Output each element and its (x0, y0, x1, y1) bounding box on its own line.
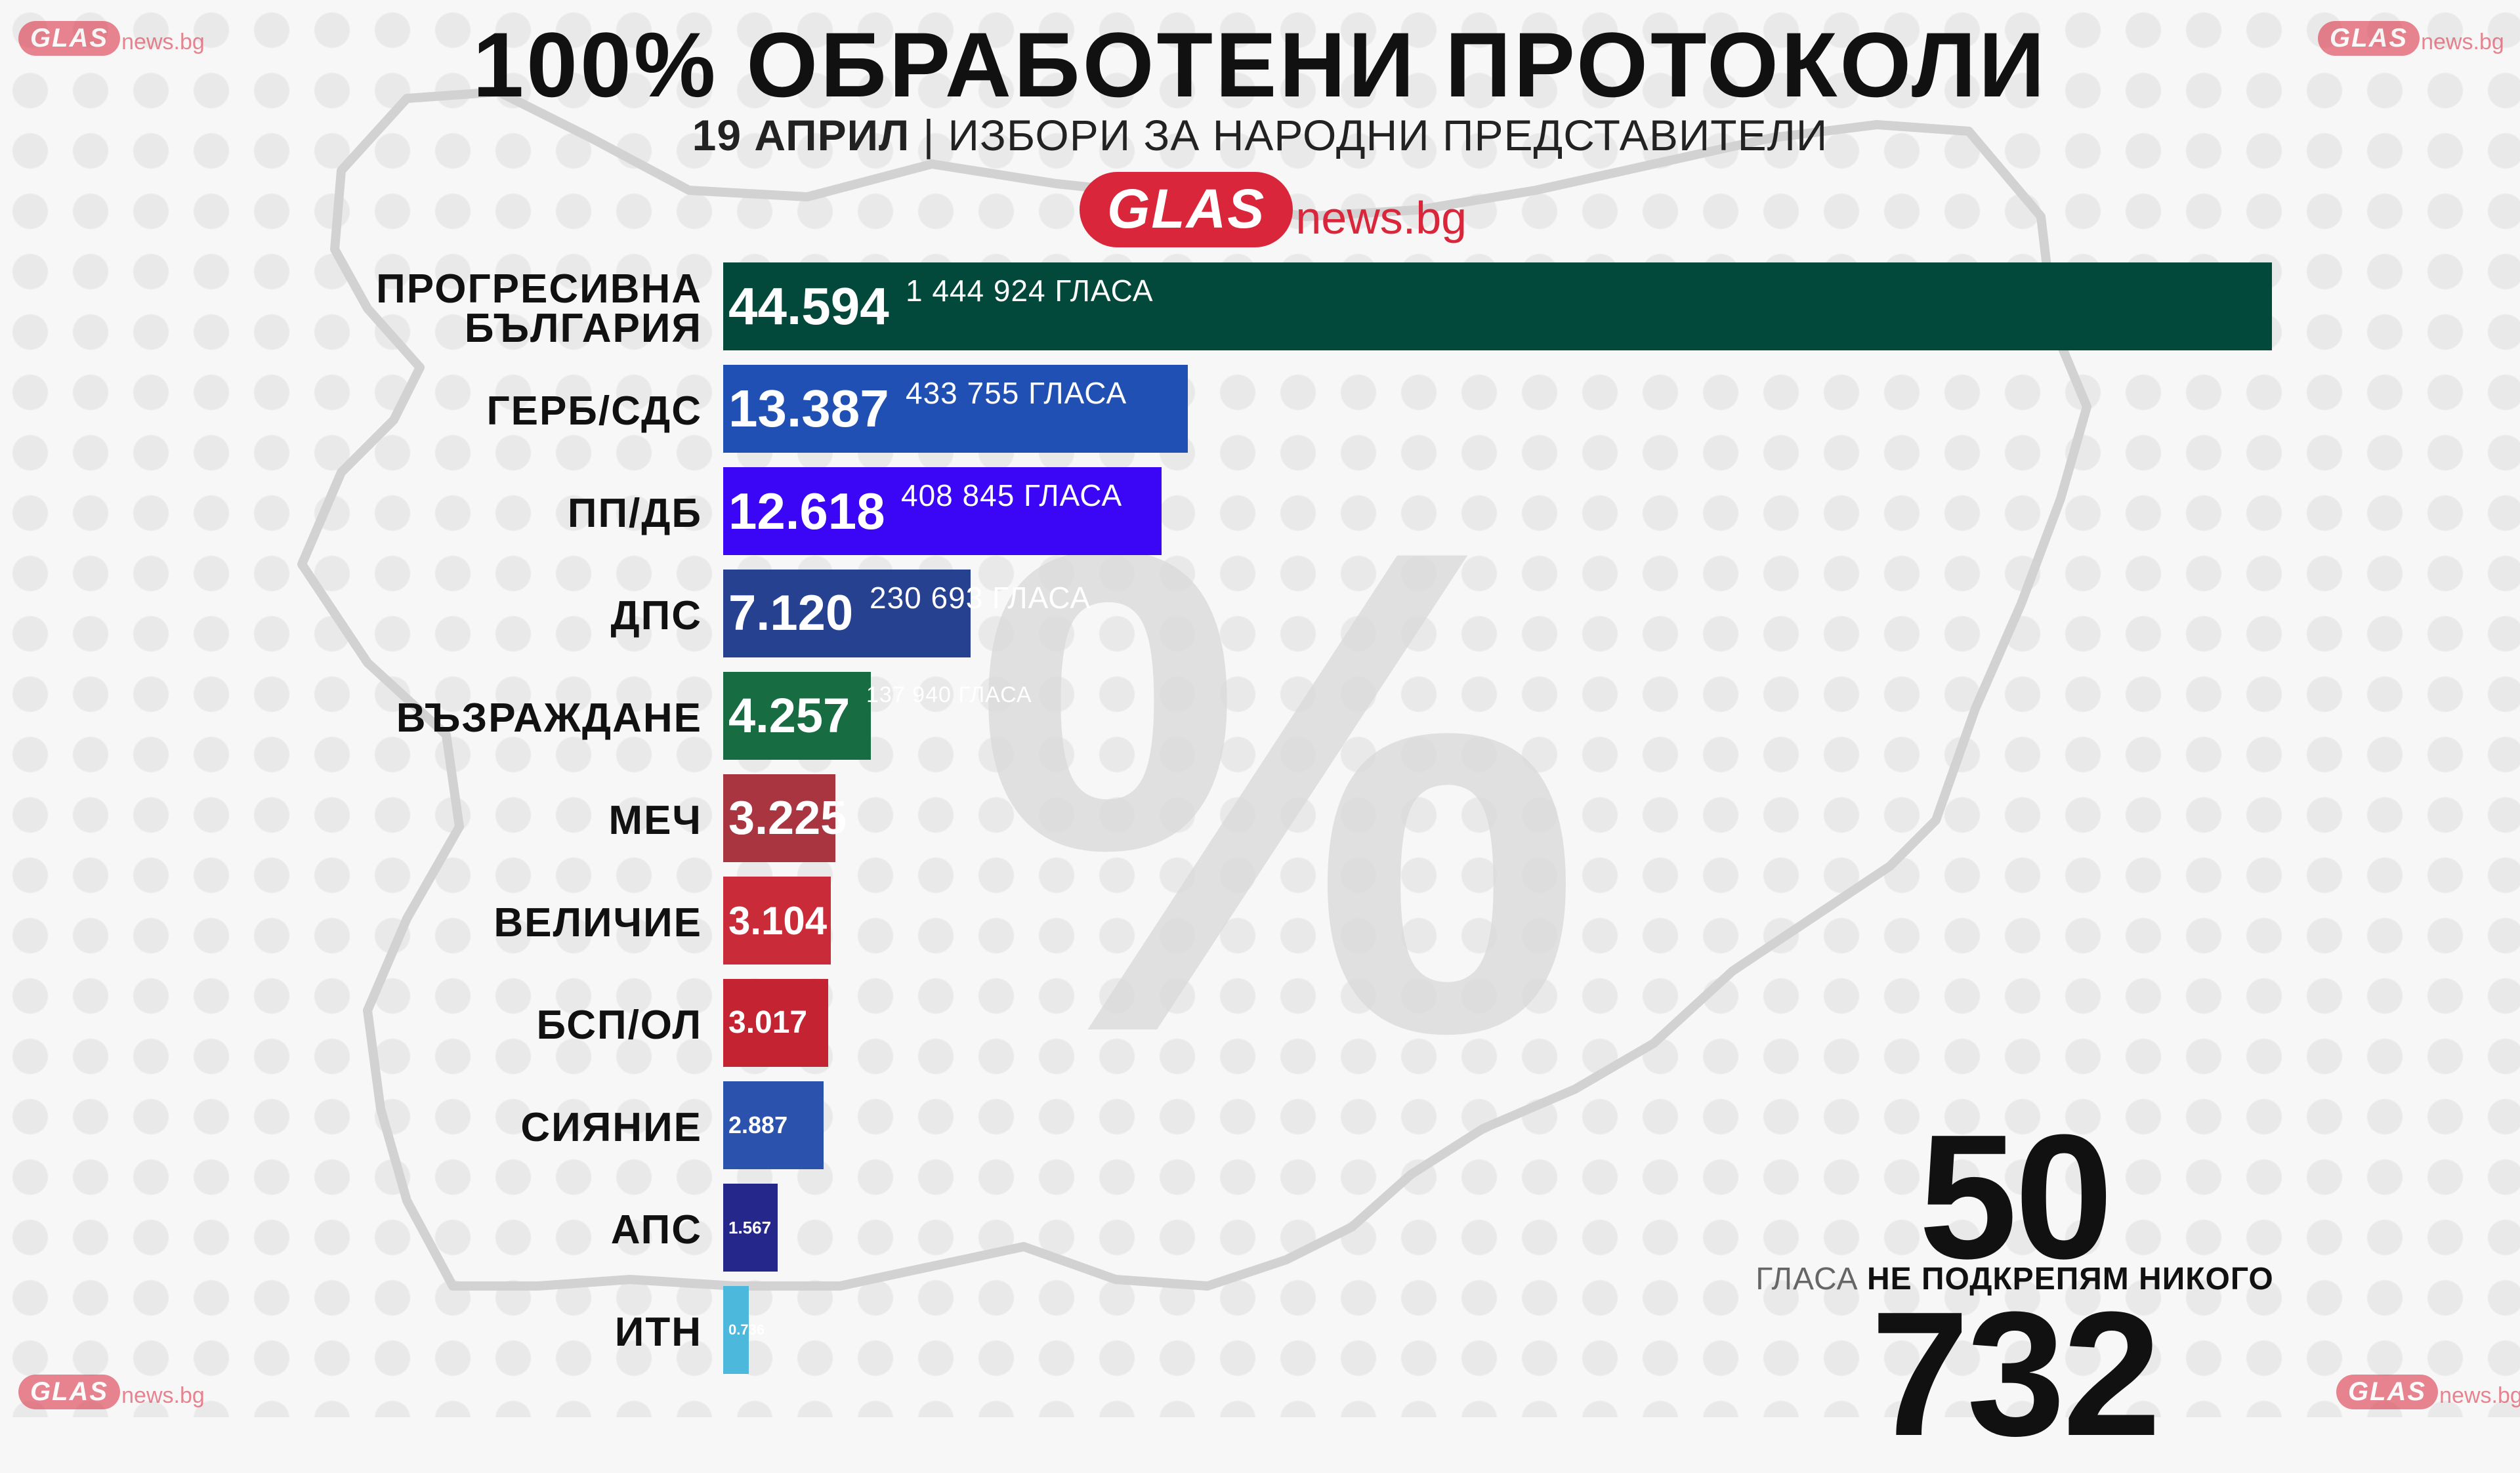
brand-logo-top-right: GLAS news.bg (2318, 21, 2504, 56)
party-bar: 7.120 230 693 ГЛАСА (723, 570, 1090, 657)
party-label: ВЪЗРАЖДАНЕ (396, 695, 702, 741)
brand-logo-pill: GLAS (2336, 1375, 2439, 1409)
party-label: ДПС (610, 593, 702, 638)
brand-logo-bottom-right: GLAS news.bg (2336, 1375, 2520, 1409)
party-votes-label: 408 845 ГЛАСА (901, 478, 1123, 512)
party-label: ИТН (614, 1310, 702, 1355)
brand-logo-suffix: news.bg (121, 30, 205, 54)
party-bar: 0.736 (723, 1286, 765, 1374)
party-label: ПРОГРЕСИВНА БЪЛГАРИЯ (376, 266, 702, 351)
party-votes-label: 433 755 ГЛАСА (906, 376, 1127, 410)
brand-logo-pill: GLAS (18, 1375, 121, 1409)
subtitle-text: ИЗБОРИ ЗА НАРОДНИ ПРЕДСТАВИТЕЛИ (948, 111, 1828, 159)
party-percent-label: 3.225 (728, 792, 847, 844)
brand-logo-pill: GLAS (18, 21, 121, 56)
none-caption-bold: НЕ ПОДКРЕПЯМ НИКОГО (1866, 1262, 2274, 1297)
brand-logo-bottom-left: GLAS news.bg (18, 1375, 205, 1409)
party-percent-label: 3.104 (728, 899, 828, 943)
party-percent-label: 12.618 (728, 482, 885, 540)
brand-logo-pill: GLAS (1080, 172, 1293, 247)
party-percent-label: 44.594 (728, 277, 889, 335)
brand-logo-top-left: GLAS news.bg (18, 21, 205, 56)
none-of-the-above-caption: ГЛАСА НЕ ПОДКРЕПЯМ НИКОГО (1746, 1261, 2284, 1297)
party-percent-label: 7.120 (728, 585, 854, 641)
page-subtitle: 19 АПРИЛ | ИЗБОРИ ЗА НАРОДНИ ПРЕДСТАВИТЕЛИ (0, 110, 2520, 160)
party-bar: 2.887 (723, 1081, 824, 1169)
party-bar: 1.567 (723, 1184, 778, 1272)
party-label: МЕЧ (608, 798, 702, 843)
party-percent-label: 13.387 (728, 379, 889, 438)
party-label: СИЯНИЕ (520, 1105, 702, 1150)
party-bar: 3.017 (723, 979, 828, 1067)
party-percent-label: 2.887 (728, 1111, 788, 1138)
brand-logo-suffix: news.bg (121, 1383, 205, 1408)
party-label: ГЕРБ/СДС (486, 388, 702, 434)
party-bar: 13.387 433 755 ГЛАСА (723, 365, 1188, 453)
party-percent-label: 0.736 (728, 1321, 765, 1338)
party-votes-label: 1 444 924 ГЛАСА (906, 274, 1154, 308)
party-percent-label: 4.257 (728, 688, 850, 743)
brand-logo-suffix: news.bg (1295, 192, 1467, 243)
party-bar: 12.618 408 845 ГЛАСА (723, 467, 1162, 555)
brand-logo-suffix: news.bg (2439, 1383, 2520, 1408)
none-caption-prefix: ГЛАСА (1755, 1262, 1858, 1297)
party-votes-label: 137 940 ГЛАСА (866, 682, 1032, 707)
bulgaria-map-outline (297, 87, 2091, 1291)
party-label: БСП/ОЛ (536, 1003, 702, 1048)
party-label: АПС (610, 1207, 702, 1253)
background-percent-symbol: % (971, 405, 1584, 1176)
subtitle-date: 19 АПРИЛ (692, 111, 910, 159)
party-label: ПП/ДБ (567, 491, 702, 536)
party-votes-label: 230 693 ГЛАСА (870, 581, 1091, 615)
party-bar: 4.257 137 940 ГЛАСА (723, 672, 1032, 760)
party-bar: 3.104 (723, 877, 831, 965)
brand-logo-pill: GLAS (2318, 21, 2420, 56)
party-bar: 44.594 1 444 924 ГЛАСА (723, 262, 2272, 350)
party-label: ВЕЛИЧИЕ (494, 900, 702, 945)
subtitle-separator: | (923, 111, 935, 159)
party-percent-label: 3.017 (728, 1005, 808, 1040)
brand-logo-main: GLAS news.bg (1080, 172, 1467, 247)
party-bar: 3.225 (723, 774, 847, 862)
brand-logo-suffix: news.bg (2421, 30, 2504, 54)
page-title: 100% ОБРАБОТЕНИ ПРОТОКОЛИ (472, 13, 2048, 116)
party-percent-label: 1.567 (728, 1218, 772, 1237)
